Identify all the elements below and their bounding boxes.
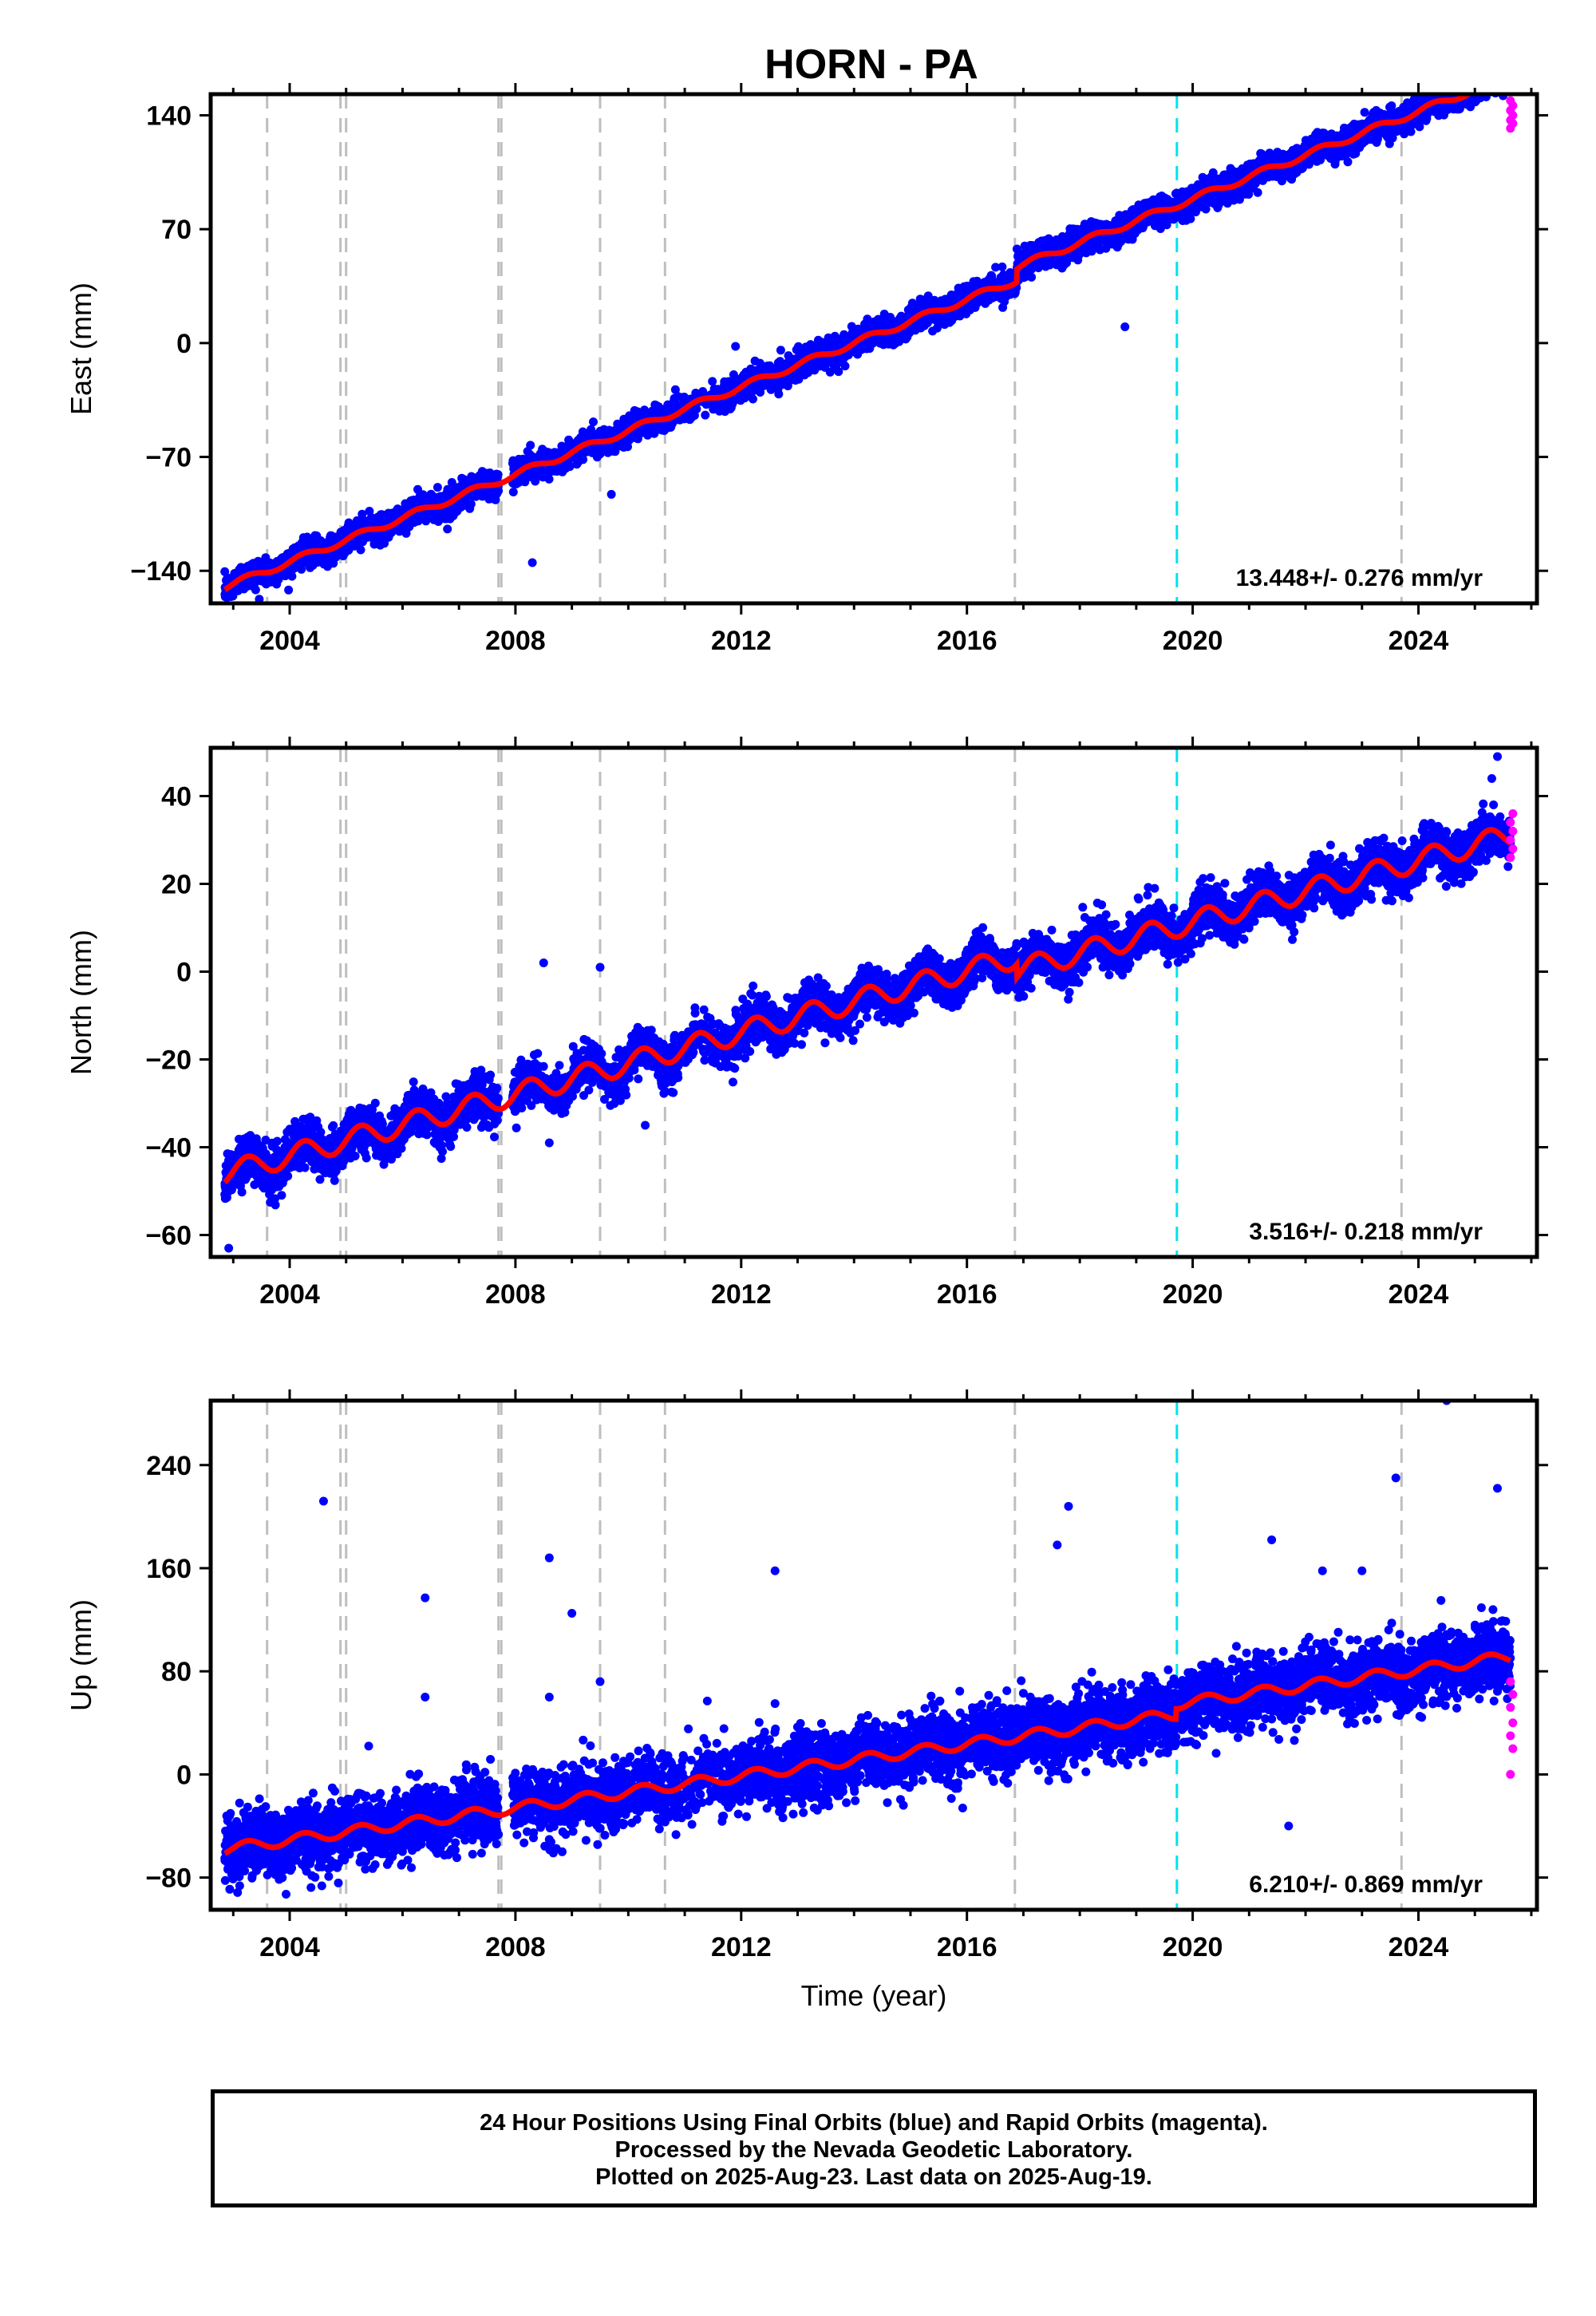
final-orbit-point <box>433 483 442 492</box>
final-orbit-point <box>284 585 294 595</box>
final-orbit-point <box>774 389 784 399</box>
final-orbit-point <box>255 595 264 603</box>
final-orbit-point <box>749 394 757 404</box>
final-orbit-point <box>579 455 588 464</box>
final-orbit-point <box>493 470 503 480</box>
final-orbit-point <box>708 377 717 386</box>
final-orbit-point <box>251 585 260 595</box>
final-orbit-point <box>776 346 785 355</box>
final-orbit-point <box>701 410 710 420</box>
final-orbit-point <box>443 524 452 534</box>
final-orbit-point <box>356 545 365 555</box>
final-orbit-point <box>840 362 850 371</box>
final-orbit-point <box>466 500 476 509</box>
final-orbit-point <box>358 509 367 519</box>
figure-title: HORN - PA <box>764 41 978 88</box>
final-orbit-point <box>526 441 535 450</box>
final-orbit-point <box>1027 272 1037 282</box>
final-orbit-point <box>401 528 411 538</box>
final-orbit-point <box>494 486 504 496</box>
final-orbit-points <box>220 94 1509 603</box>
plot-area <box>220 94 1518 603</box>
final-orbit-point <box>508 488 518 496</box>
final-orbit-point <box>589 417 598 427</box>
final-orbit-point <box>998 262 1007 271</box>
final-orbit-point <box>287 571 297 581</box>
